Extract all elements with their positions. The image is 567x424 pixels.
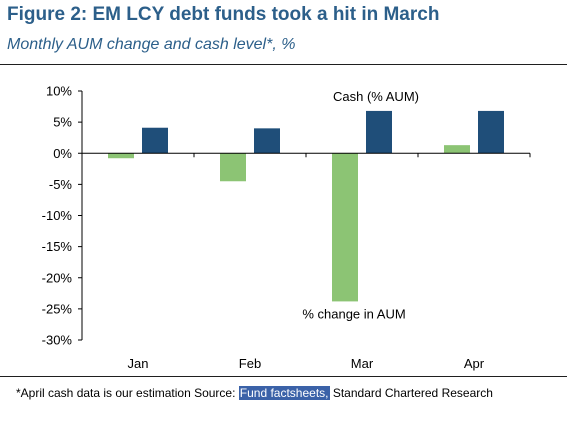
y-tick-label: -10%	[42, 208, 73, 223]
cash-bar-mar	[366, 110, 392, 154]
cash-bar-apr	[478, 110, 504, 154]
aum-change-bar-jan	[108, 153, 134, 159]
cash-bar-feb	[254, 128, 280, 154]
aum-change-bar-mar	[332, 153, 358, 302]
y-tick-label: -20%	[42, 270, 73, 285]
cash-bar-jan	[142, 127, 168, 154]
chart-title: Figure 2: EM LCY debt funds took a hit i…	[7, 4, 440, 25]
cash-series-label: Cash (% AUM)	[333, 89, 419, 104]
chart-subtitle: Monthly AUM change and cash level*, %	[7, 36, 296, 53]
bottom-rule	[0, 376, 567, 377]
y-tick-label: -15%	[42, 239, 73, 254]
footnote-tail: Standard Chartered Research	[329, 386, 493, 400]
bar-chart: Jan Feb Mar Apr 10% 5% 0% -5% -10% -15% -20% -25% -3…	[42, 84, 531, 371]
aum-change-bar-feb	[220, 153, 246, 182]
y-tick-label: 0%	[53, 146, 72, 161]
y-tick-label: -5%	[49, 177, 73, 192]
source-footnote: *April cash data is our estimation Sourc…	[16, 386, 493, 400]
top-rule	[0, 64, 567, 65]
y-tick-label: -30%	[42, 333, 73, 348]
x-tick-label-jan: Jan	[128, 356, 149, 371]
aum-change-bar-apr	[444, 145, 470, 154]
x-tick-label-apr: Apr	[464, 356, 485, 371]
footnote-highlight: Fund factsheets,	[238, 386, 330, 400]
aum-change-series-label: % change in AUM	[302, 306, 405, 321]
y-tick-label: -25%	[42, 301, 73, 316]
x-tick-label-feb: Feb	[239, 356, 261, 371]
x-tick-label-mar: Mar	[351, 356, 374, 371]
y-tick-label: 10%	[46, 84, 72, 99]
footnote-lead: *April cash data is our estimation Sourc…	[16, 386, 239, 400]
y-tick-label: 5%	[53, 115, 72, 130]
